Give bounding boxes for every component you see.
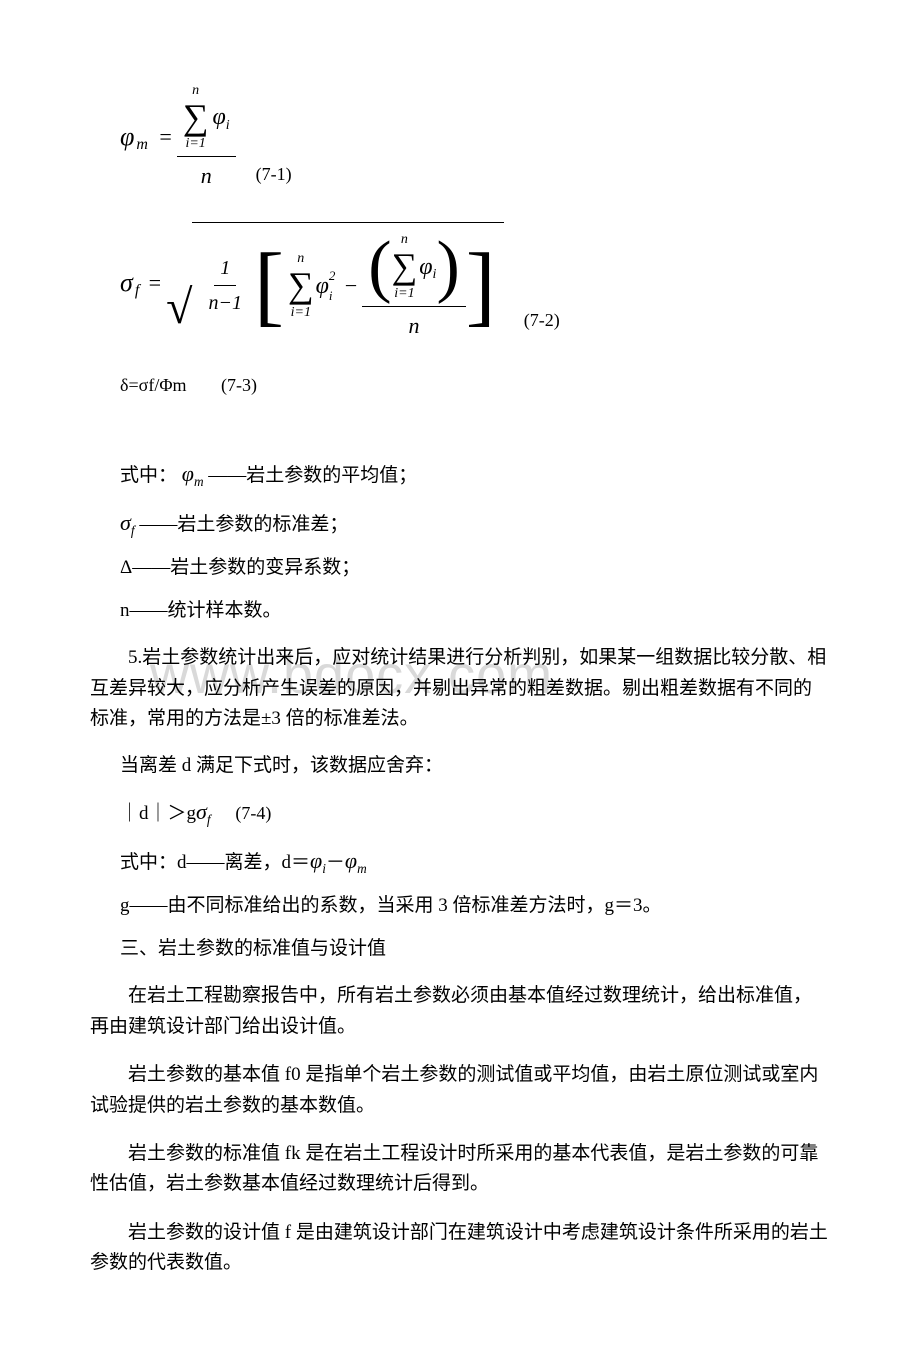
- paragraph-5: 5.岩土参数统计出来后，应对统计结果进行分析判别，如果某一组数据比较分散、相互差…: [90, 643, 830, 734]
- sigma-f-desc: ——岩土参数的标准差；: [139, 514, 348, 535]
- left-bracket: [: [254, 250, 284, 322]
- right-paren: ): [436, 242, 459, 291]
- p7-var2: φ: [345, 848, 357, 873]
- heading-3: 三、岩土参数的标准值与设计值: [120, 935, 830, 964]
- def-sigma-f: σf ——岩土参数的标准差；: [120, 506, 830, 541]
- phi-m-var: φ: [182, 461, 194, 486]
- f2-sum1-arg: φ: [316, 268, 329, 304]
- paragraph-12: 岩土参数的设计值 f 是由建筑设计部门在建筑设计中考虑建筑设计条件所采用的岩土参…: [90, 1218, 830, 1279]
- paragraph-10: 岩土参数的基本值 f0 是指单个岩土参数的测试值或平均值，由岩土原位测试或室内试…: [90, 1060, 830, 1121]
- f1-lhs-var: φ: [120, 117, 134, 156]
- paragraph-11: 岩土参数的标准值 fk 是在岩土工程设计时所采用的基本代表值，是岩土参数的可靠性…: [90, 1139, 830, 1200]
- phi-m-desc: ——岩土参数的平均值；: [208, 465, 417, 486]
- f2-lhs-var: σ: [120, 263, 133, 302]
- p7-minus: －: [326, 852, 345, 873]
- f1-sum-arg: φ: [212, 99, 225, 135]
- p7-var1: φ: [310, 848, 322, 873]
- f2-sum1-bot: i=1: [291, 302, 311, 323]
- equals-sign: =: [147, 266, 162, 299]
- def-intro: 式中：: [120, 465, 177, 486]
- f2-sum2-arg: φ: [419, 249, 432, 285]
- p7-prefix: 式中：d——离差，d＝: [120, 852, 310, 873]
- equals-sign: =: [158, 120, 173, 153]
- sigma-f-sub: f: [131, 522, 135, 537]
- sigma-symbol: ∑: [288, 269, 314, 301]
- f4-var: σ: [196, 799, 207, 824]
- formula-7-2: σ f = √ 1 n − 1 [ n ∑: [120, 222, 830, 341]
- paragraph-7: 式中：d——离差，d＝φi－φm: [120, 844, 830, 879]
- def-delta: Δ——岩土参数的变异系数；: [120, 554, 830, 583]
- f1-eqnum: (7-1): [256, 161, 292, 188]
- document-content: φ m = n ∑ i=1 φ i n (7-1) σ f: [90, 80, 830, 1279]
- def-n: n——统计样本数。: [120, 597, 830, 626]
- f4-eqnum: (7-4): [235, 803, 271, 823]
- phi-m-sub: m: [194, 474, 204, 489]
- sqrt-symbol: √: [166, 284, 192, 332]
- f2-sum2-bot: i=1: [394, 283, 414, 304]
- f2-sum1-sup: 2: [329, 266, 336, 286]
- f2-frac1-den-a: n: [208, 292, 218, 314]
- f2-lhs-sub: f: [135, 279, 139, 303]
- f3-text: δ=σf/Φm: [120, 375, 187, 395]
- f2-sum1-sub: i: [329, 286, 336, 306]
- f2-frac2-den: n: [403, 307, 426, 342]
- formula-7-1: φ m = n ∑ i=1 φ i n (7-1): [120, 80, 830, 192]
- f4-var-sub: f: [207, 812, 211, 827]
- sigma-symbol: ∑: [392, 250, 418, 282]
- f2-frac1-den-b: 1: [232, 292, 242, 314]
- sigma-symbol: ∑: [183, 101, 209, 133]
- def-phi-m: 式中： φm ——岩土参数的平均值；: [120, 457, 830, 492]
- f2-eqnum: (7-2): [524, 307, 560, 334]
- left-paren: (: [368, 242, 391, 291]
- sigma-f-var: σ: [120, 510, 131, 535]
- minus-sign: −: [343, 269, 358, 302]
- right-bracket: ]: [466, 250, 496, 322]
- formula-7-4: ｜d｜＞gσf (7-4): [120, 795, 830, 830]
- p7-sub2: m: [357, 860, 367, 875]
- f1-lhs-sub: m: [136, 133, 148, 157]
- f1-sum-arg-sub: i: [226, 115, 230, 136]
- f4-prefix: ｜d｜＞g: [120, 803, 196, 824]
- f1-sum-bot: i=1: [185, 133, 205, 154]
- f2-frac1-num: 1: [214, 253, 236, 286]
- paragraph-6: 当离差 d 满足下式时，该数据应舍弃：: [120, 752, 830, 781]
- f3-eqnum: (7-3): [221, 375, 257, 395]
- f1-denom: n: [195, 157, 218, 192]
- paragraph-8: g——由不同标准给出的系数，当采用 3 倍标准差方法时，g＝3。: [120, 892, 830, 921]
- formula-7-3: δ=σf/Φm (7-3): [120, 372, 830, 399]
- paragraph-9: 在岩土工程勘察报告中，所有岩土参数必须由基本值经过数理统计，给出标准值，再由建筑…: [90, 981, 830, 1042]
